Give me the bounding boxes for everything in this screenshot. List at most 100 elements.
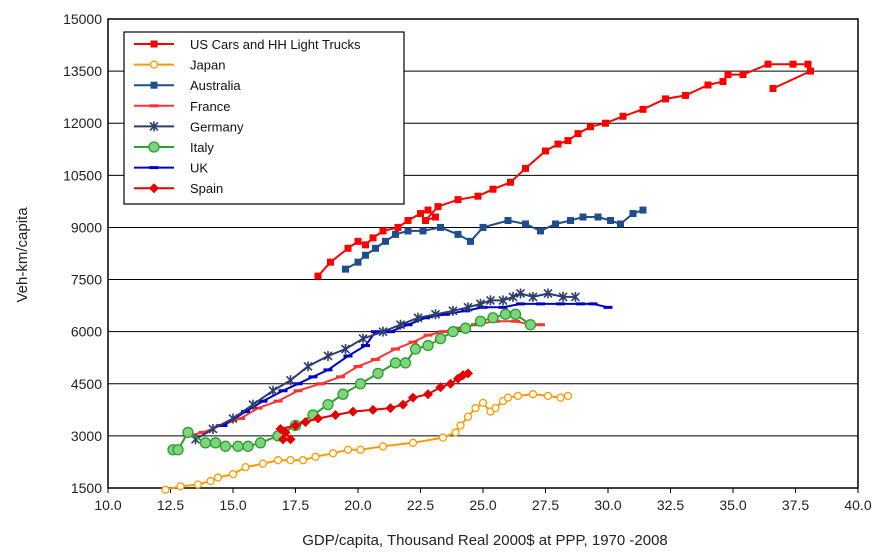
data-point bbox=[356, 445, 365, 454]
data-point bbox=[344, 244, 352, 252]
legend-entry: US Cars and HH Light Trucks bbox=[134, 37, 361, 52]
data-point bbox=[435, 382, 446, 393]
x-tick-label: 20.0 bbox=[344, 497, 371, 513]
data-point bbox=[463, 368, 473, 379]
data-point bbox=[552, 220, 559, 228]
x-tick-label: 37.5 bbox=[782, 497, 809, 513]
data-point bbox=[543, 391, 553, 401]
data-point bbox=[314, 272, 322, 280]
data-point bbox=[378, 326, 388, 337]
data-point bbox=[404, 227, 412, 235]
data-point bbox=[524, 319, 537, 331]
data-point bbox=[724, 71, 732, 79]
x-tick-label: 22.5 bbox=[407, 497, 434, 513]
data-point bbox=[639, 206, 647, 214]
data-point bbox=[447, 326, 459, 338]
data-point bbox=[445, 378, 456, 389]
series-spain bbox=[275, 368, 473, 445]
data-point bbox=[463, 412, 473, 421]
legend-entry: Australia bbox=[134, 78, 241, 93]
legend-entry: France bbox=[134, 99, 230, 114]
y-axis-title: Veh-km/capita bbox=[14, 207, 31, 303]
data-point bbox=[408, 392, 418, 403]
data-point bbox=[213, 473, 223, 482]
data-point bbox=[399, 357, 412, 369]
data-point bbox=[587, 123, 594, 131]
legend-marker bbox=[148, 141, 160, 153]
data-point bbox=[337, 388, 349, 400]
y-tick-label: 1500 bbox=[71, 480, 102, 496]
data-point bbox=[208, 423, 218, 434]
data-point bbox=[275, 423, 286, 434]
data-point bbox=[789, 60, 797, 68]
data-point bbox=[662, 95, 669, 103]
legend-entry: Japan bbox=[134, 58, 225, 73]
data-point bbox=[392, 230, 399, 238]
data-point bbox=[807, 67, 814, 75]
legend-label: Japan bbox=[190, 58, 225, 73]
x-tick-label: 30.0 bbox=[594, 497, 621, 513]
data-point bbox=[323, 350, 333, 361]
y-tick-label: 10500 bbox=[63, 167, 102, 183]
data-point bbox=[285, 375, 296, 386]
data-point bbox=[804, 60, 812, 68]
data-point bbox=[528, 291, 538, 302]
data-point bbox=[354, 378, 367, 390]
data-point bbox=[507, 178, 514, 186]
data-point bbox=[508, 291, 518, 302]
data-point bbox=[456, 421, 465, 430]
data-point bbox=[451, 428, 460, 437]
data-point bbox=[513, 391, 523, 401]
data-point bbox=[199, 437, 212, 449]
data-point bbox=[522, 220, 529, 228]
series-australia bbox=[342, 206, 647, 273]
data-point bbox=[629, 210, 637, 218]
legend-label: Italy bbox=[190, 140, 214, 155]
x-tick-label: 15.0 bbox=[219, 497, 246, 513]
data-point bbox=[619, 112, 627, 120]
data-point bbox=[219, 440, 232, 452]
y-tick-label: 15000 bbox=[63, 11, 102, 27]
x-tick-label: 12.5 bbox=[157, 497, 184, 513]
legend-label: Germany bbox=[190, 119, 244, 134]
legend-label: Spain bbox=[190, 181, 223, 196]
x-tick-label: 25.0 bbox=[469, 497, 496, 513]
legend-marker bbox=[150, 40, 158, 48]
data-point bbox=[438, 433, 448, 442]
data-point bbox=[362, 251, 369, 259]
data-point bbox=[303, 361, 313, 372]
data-point bbox=[404, 216, 412, 224]
data-point bbox=[354, 258, 362, 266]
data-point bbox=[487, 312, 499, 324]
x-tick-label: 40.0 bbox=[844, 497, 871, 513]
legend-entry: UK bbox=[134, 161, 208, 176]
data-point bbox=[491, 403, 500, 413]
x-tick-label: 35.0 bbox=[719, 497, 746, 513]
data-point bbox=[607, 216, 614, 224]
data-point bbox=[385, 403, 396, 414]
data-point bbox=[417, 210, 424, 218]
data-point bbox=[479, 223, 487, 231]
legend-marker bbox=[149, 60, 159, 69]
data-point bbox=[398, 399, 408, 410]
data-point bbox=[554, 140, 562, 148]
y-tick-label: 3000 bbox=[71, 428, 102, 444]
data-point bbox=[228, 413, 238, 424]
legend-entry: Germany bbox=[134, 119, 244, 134]
y-tick-label: 4500 bbox=[71, 376, 102, 392]
data-point bbox=[617, 220, 624, 228]
legend-label: Australia bbox=[190, 78, 241, 93]
data-point bbox=[348, 406, 358, 417]
legend-label: US Cars and HH Light Trucks bbox=[190, 37, 361, 52]
series-germany bbox=[190, 288, 581, 445]
data-point bbox=[454, 230, 462, 238]
data-point bbox=[556, 393, 565, 402]
data-point bbox=[419, 227, 427, 235]
data-point bbox=[504, 216, 512, 224]
data-point bbox=[503, 393, 513, 402]
data-point bbox=[372, 244, 379, 252]
legend: US Cars and HH Light Trucks Japan Australi… bbox=[123, 31, 405, 205]
data-point bbox=[209, 437, 222, 449]
data-point bbox=[368, 404, 378, 415]
data-point bbox=[704, 81, 712, 89]
